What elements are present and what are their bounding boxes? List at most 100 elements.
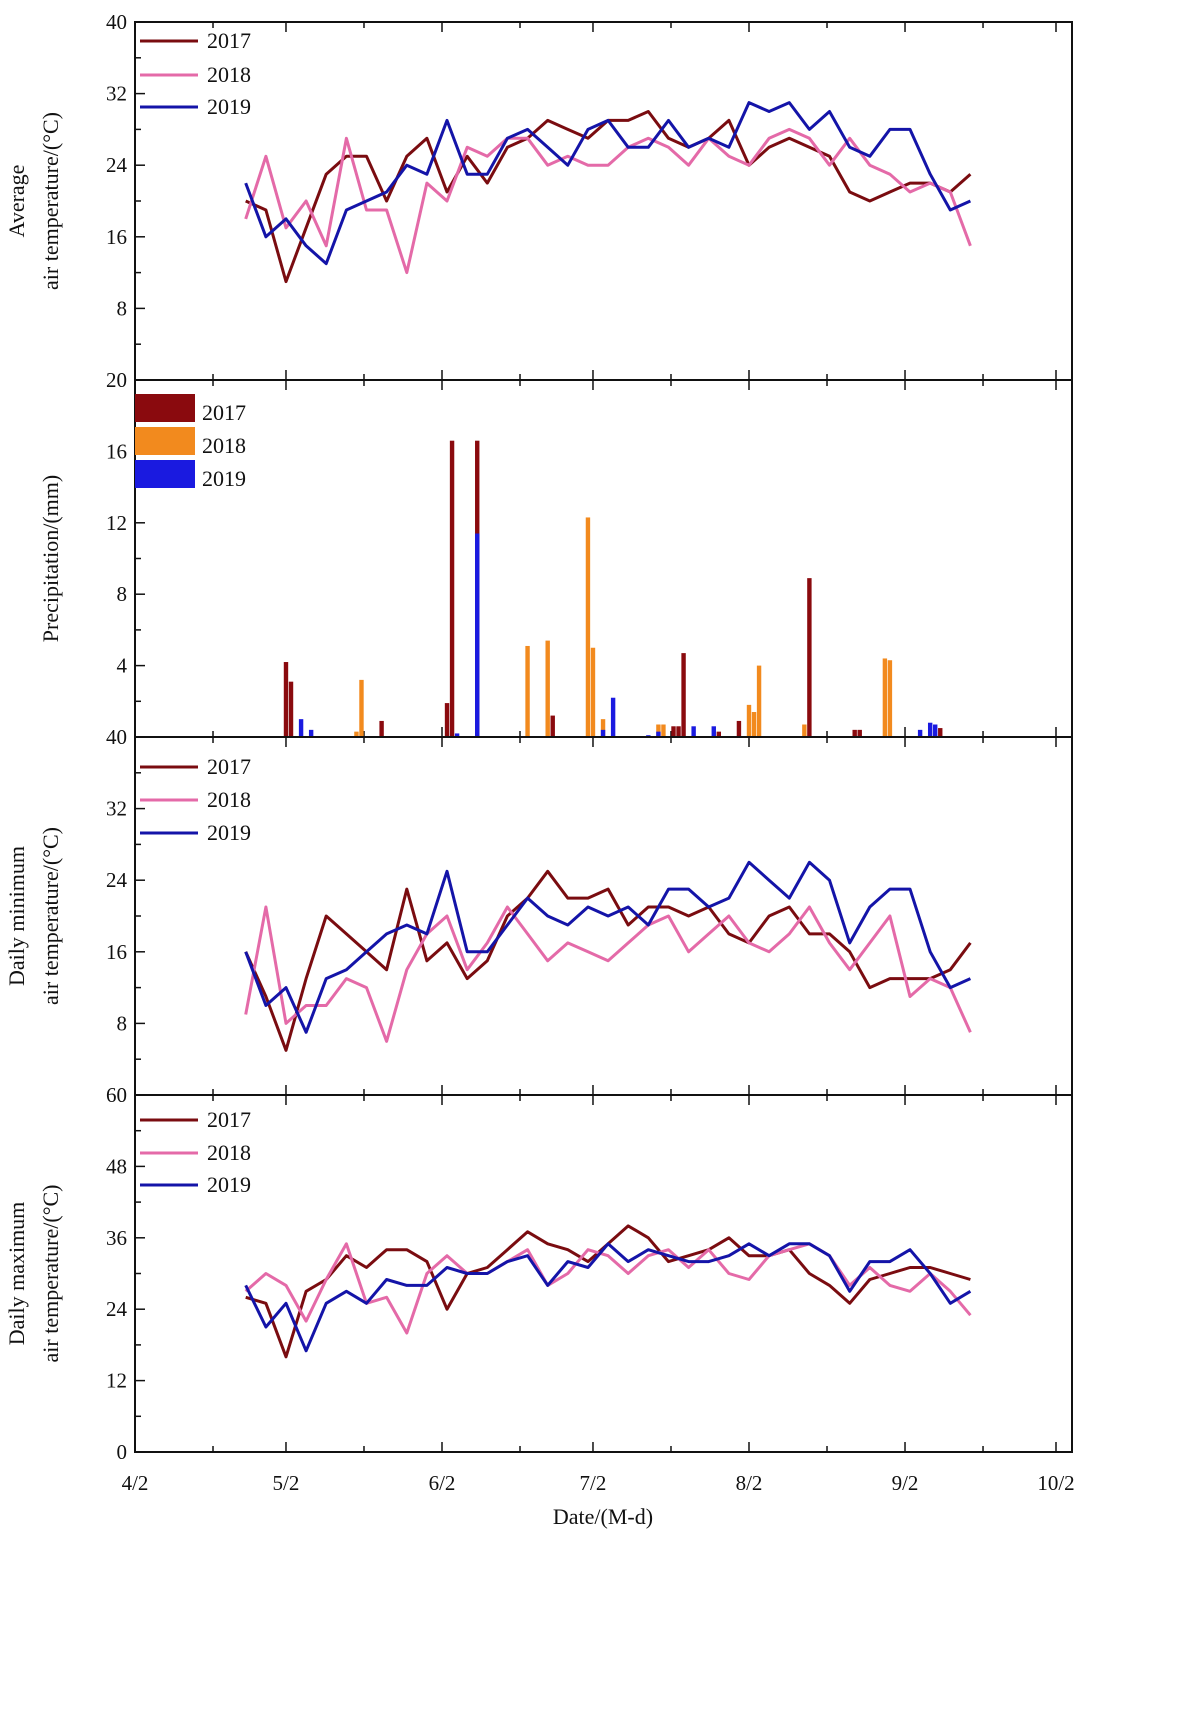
y-tick-label: 32 xyxy=(106,797,127,821)
precip-bar-2019 xyxy=(454,733,460,737)
precip-bar-2017 xyxy=(852,729,857,737)
precip-bar-2017 xyxy=(449,440,455,737)
precip-bar-2018 xyxy=(751,712,757,737)
precip-bar-2017 xyxy=(938,728,943,737)
x-tick-label: 9/2 xyxy=(892,1471,919,1495)
precip-bar-2017 xyxy=(671,726,676,737)
series-line-2017 xyxy=(245,110,972,284)
x-tick-label: 8/2 xyxy=(736,1471,763,1495)
y-tick-label: 8 xyxy=(117,1011,128,1035)
y-tick-label: 48 xyxy=(106,1154,127,1178)
precip-bar-2019 xyxy=(917,729,923,737)
y-tick-label: 12 xyxy=(106,511,127,535)
series-line-2019 xyxy=(244,1242,972,1353)
y-axis-label: air temperature/(°C) xyxy=(38,1185,63,1363)
legend-swatch-2019 xyxy=(135,460,195,488)
y-tick-label: 4 xyxy=(117,654,128,678)
x-tick-label: 10/2 xyxy=(1037,1471,1074,1495)
y-tick-label: 32 xyxy=(106,82,127,106)
series-line-2018 xyxy=(244,127,972,275)
plot-frame xyxy=(134,21,1073,381)
legend-label-2017: 2017 xyxy=(207,28,251,53)
precip-bar-2018 xyxy=(525,645,530,737)
legend-label-2017: 2017 xyxy=(207,754,251,779)
precip-bar-2017 xyxy=(444,703,450,737)
legend-label-2018: 2018 xyxy=(207,787,251,812)
y-axis-label: Average xyxy=(4,165,29,238)
y-tick-label: 8 xyxy=(117,296,128,320)
y-tick-label: 36 xyxy=(106,1226,127,1250)
y-tick-label: 16 xyxy=(106,940,127,964)
precip-bar-2017 xyxy=(288,681,294,737)
precip-bar-2018 xyxy=(802,724,807,737)
x-tick-label: 4/2 xyxy=(122,1471,149,1495)
precip-bar-2019 xyxy=(691,726,696,737)
precip-bar-2017 xyxy=(807,578,812,737)
precip-bar-2018 xyxy=(887,660,893,737)
precip-bar-2018 xyxy=(590,647,596,737)
y-tick-label: 0 xyxy=(117,1440,128,1464)
y-tick-label: 40 xyxy=(106,10,127,34)
x-tick-label: 7/2 xyxy=(580,1471,607,1495)
series-line-2019 xyxy=(244,101,972,266)
legend-swatch-2017 xyxy=(135,394,195,422)
y-tick-label: 12 xyxy=(106,1369,127,1393)
plot-frame xyxy=(134,379,1073,738)
legend-label-2018: 2018 xyxy=(207,1140,251,1165)
precip-bar-2019 xyxy=(600,729,606,737)
y-tick-label: 16 xyxy=(106,439,127,463)
panel-2: 4 8 12 16 20 Precipitation/(mm) 2017 2018 2019 xyxy=(38,368,1073,738)
precip-bar-2018 xyxy=(359,679,364,737)
series-line-2018 xyxy=(244,905,972,1043)
precip-bar-2019 xyxy=(933,724,938,737)
legend-label-2019: 2019 xyxy=(207,1172,251,1197)
y-tick-label: 60 xyxy=(106,1083,127,1107)
legend-label-2018: 2018 xyxy=(207,62,251,87)
panel-4: 0 12 24 36 48 60 Daily maximum air temperature/… xyxy=(4,1083,1073,1464)
precip-bar-2019 xyxy=(656,731,661,737)
y-axis-label: Daily minimum xyxy=(4,846,29,986)
y-tick-label: 40 xyxy=(106,725,127,749)
precip-bar-2017 xyxy=(716,731,722,737)
precip-bar-2019 xyxy=(927,722,933,737)
precip-bar-2019 xyxy=(475,533,480,737)
precip-bar-2018 xyxy=(882,658,888,737)
precip-bar-2017 xyxy=(676,726,681,737)
precip-bar-2018 xyxy=(656,724,661,737)
panel-3: 8 16 24 32 40 Daily minimum air temperature/(°… xyxy=(4,725,1073,1096)
x-tick-label: 5/2 xyxy=(273,1471,300,1495)
y-tick-label: 24 xyxy=(106,153,128,177)
precip-bar-2017 xyxy=(857,729,862,737)
legend-swatch-2018 xyxy=(135,427,195,455)
legend-label-2017: 2017 xyxy=(202,400,246,425)
legend-label-2019: 2019 xyxy=(202,466,246,491)
precip-bar-2018 xyxy=(545,640,550,737)
y-tick-label: 20 xyxy=(106,368,127,392)
precip-bar-2019 xyxy=(298,719,304,737)
precip-bar-2018 xyxy=(756,665,762,737)
y-tick-label: 16 xyxy=(106,225,127,249)
precip-bar-2017 xyxy=(736,720,742,737)
precip-bar-2017 xyxy=(550,715,555,737)
y-axis-label: air temperature/(°C) xyxy=(38,112,63,290)
legend-label-2017: 2017 xyxy=(207,1107,251,1132)
precip-bar-2018 xyxy=(746,704,752,737)
series-line-2019 xyxy=(244,860,972,1034)
legend-label-2019: 2019 xyxy=(207,94,251,119)
y-axis-label: Daily maximum xyxy=(4,1202,29,1346)
precip-bar-2018 xyxy=(354,731,359,737)
precip-bar-2019 xyxy=(711,726,716,737)
precip-bar-2018 xyxy=(585,517,591,737)
precip-bar-2017 xyxy=(379,720,384,737)
panel-1: 8 16 24 32 40 Average air temperature/(°C) 2017… xyxy=(4,10,1073,381)
plot-frame xyxy=(134,736,1073,1096)
precip-bar-2017 xyxy=(681,653,686,737)
y-axis-label: air temperature/(°C) xyxy=(38,827,63,1005)
precip-bar-2019 xyxy=(308,729,314,737)
precip-bar-2018 xyxy=(661,724,666,737)
precip-bar-2019 xyxy=(610,697,616,737)
legend-label-2018: 2018 xyxy=(202,433,246,458)
precip-bar-2018 xyxy=(600,719,606,737)
